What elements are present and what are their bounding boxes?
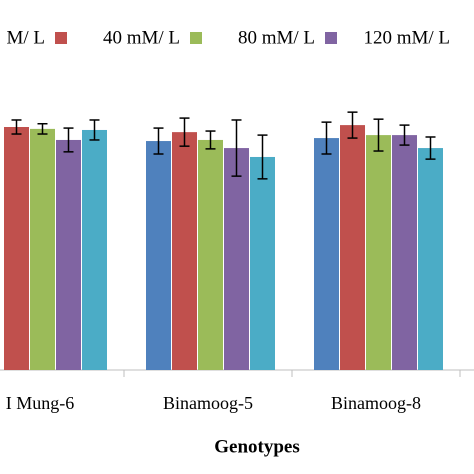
error-bar — [425, 136, 436, 160]
error-bar — [231, 119, 242, 177]
bar — [418, 148, 443, 370]
x-axis-title: Genotypes — [214, 436, 300, 457]
error-bar — [63, 127, 74, 153]
bar — [30, 128, 55, 370]
error-bar — [11, 119, 22, 135]
error-bar — [257, 134, 268, 180]
x-tick-label: Binamoog-8 — [331, 393, 421, 413]
error-bar — [321, 121, 332, 155]
error-bar — [179, 117, 190, 147]
bar — [82, 129, 107, 370]
legend-swatch — [55, 32, 67, 44]
legend-swatch — [325, 32, 337, 44]
bar — [4, 127, 29, 370]
x-tick-label: I Mung-6 — [6, 393, 75, 413]
error-bar — [205, 130, 216, 150]
legend-swatch — [190, 32, 202, 44]
bar — [146, 141, 171, 370]
legend-label: M/ L — [6, 27, 45, 48]
error-bar — [153, 127, 164, 155]
bar — [314, 138, 339, 370]
bar — [392, 135, 417, 370]
error-bar — [373, 118, 384, 152]
legend-label: 80 mM/ L — [238, 27, 315, 48]
legend-label: 40 mM/ L — [103, 27, 180, 48]
bar — [250, 156, 275, 370]
bar — [198, 139, 223, 370]
bar — [172, 132, 197, 370]
error-bar — [89, 119, 100, 141]
error-bar — [37, 123, 48, 135]
bar — [224, 148, 249, 370]
legend-label: 120 mM/ L — [363, 27, 450, 48]
bar — [340, 125, 365, 370]
x-tick-label: Binamoog-5 — [163, 393, 253, 413]
bar — [366, 135, 391, 370]
error-bar — [347, 111, 358, 139]
bar — [56, 139, 81, 370]
error-bar — [399, 124, 410, 146]
